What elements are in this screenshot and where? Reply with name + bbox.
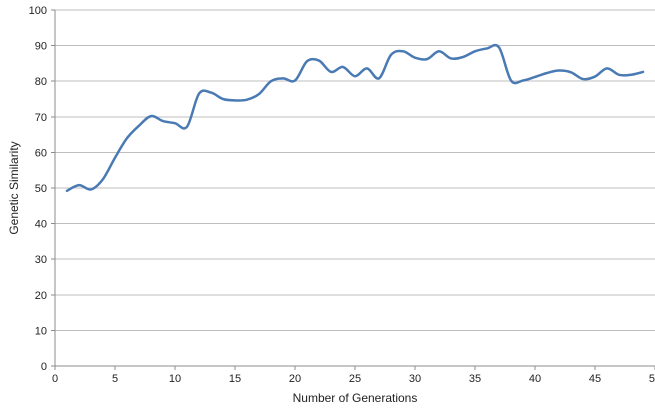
x-tick-label: 45 <box>589 373 601 385</box>
y-tick-label: 70 <box>35 112 47 124</box>
y-tick-label: 60 <box>35 147 47 159</box>
y-tick-label: 40 <box>35 219 47 231</box>
x-axis-title: Number of Generations <box>293 391 418 405</box>
y-tick-label: 0 <box>41 361 47 373</box>
x-tick-label: 25 <box>349 373 361 385</box>
x-tick-label: 0 <box>52 373 58 385</box>
y-tick-label: 50 <box>35 183 47 195</box>
x-tick-label: 40 <box>529 373 541 385</box>
y-tick-label: 20 <box>35 290 47 302</box>
x-tick-label: 5 <box>112 373 118 385</box>
y-axis-title: Genetic Similarity <box>7 141 21 234</box>
series-line <box>65 43 645 193</box>
y-tick-label: 100 <box>29 5 47 17</box>
y-tick-labels: 0 10 20 30 40 50 60 70 80 90 100 <box>29 5 55 373</box>
x-tick-label: 20 <box>289 373 301 385</box>
y-tick-label: 80 <box>35 76 47 88</box>
x-tick-label: 5 <box>649 373 655 385</box>
series-group <box>65 43 645 193</box>
y-tick-label: 30 <box>35 254 47 266</box>
x-tick-label: 10 <box>169 373 181 385</box>
y-tick-label: 10 <box>35 325 47 337</box>
gridlines <box>55 9 655 331</box>
x-tick-label: 35 <box>469 373 481 385</box>
x-tick-labels: 0 5 10 15 20 25 30 35 40 45 5 <box>52 366 655 385</box>
x-tick-label: 15 <box>229 373 241 385</box>
y-tick-label: 90 <box>35 41 47 53</box>
x-tick-label: 30 <box>409 373 421 385</box>
